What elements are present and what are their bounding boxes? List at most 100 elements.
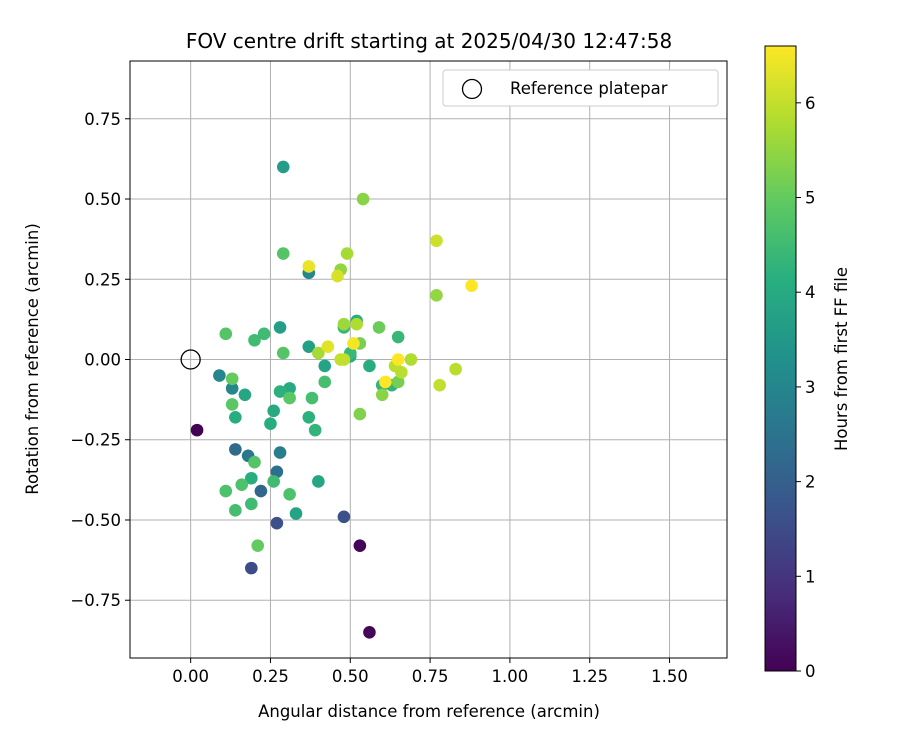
data-point bbox=[356, 192, 370, 206]
colorbar bbox=[764, 45, 797, 672]
legend-box bbox=[442, 69, 719, 107]
x-tick-label: 0.25 bbox=[252, 667, 289, 686]
data-point bbox=[302, 260, 316, 273]
data-point bbox=[363, 626, 376, 639]
data-point bbox=[270, 465, 284, 479]
data-point bbox=[267, 404, 280, 418]
x-tick-label: 0.50 bbox=[332, 667, 369, 686]
x-tick-label: 1.25 bbox=[571, 667, 608, 686]
data-point bbox=[404, 353, 418, 366]
y-tick-label: −0.50 bbox=[70, 511, 121, 530]
x-axis-label: Angular distance from reference (arcmin) bbox=[258, 702, 600, 721]
data-point bbox=[219, 327, 233, 341]
data-point bbox=[229, 410, 242, 424]
colorbar-label: Hours from first FF file bbox=[832, 267, 851, 451]
chart-title: FOV centre drift starting at 2025/04/30 … bbox=[186, 29, 672, 53]
reference-marker bbox=[180, 349, 201, 370]
reference-platepar-point bbox=[180, 349, 201, 370]
data-point bbox=[395, 366, 408, 379]
data-point bbox=[213, 369, 226, 382]
data-point bbox=[245, 561, 258, 575]
data-point bbox=[276, 247, 290, 260]
colorbar-tick-label: 0 bbox=[805, 662, 816, 681]
data-point bbox=[337, 353, 351, 366]
x-axis-ticks: 0.00 0.25 0.50 0.75 1.00 1.25 1.50 bbox=[172, 658, 688, 686]
y-axis-ticks: −0.75 −0.50 −0.25 0.00 0.25 0.50 0.75 bbox=[70, 110, 130, 610]
data-point bbox=[251, 539, 265, 552]
data-point bbox=[270, 516, 284, 530]
data-point bbox=[350, 317, 363, 331]
data-point bbox=[276, 346, 290, 360]
data-point bbox=[245, 471, 258, 485]
data-point bbox=[375, 388, 389, 402]
x-tick-label: 1.00 bbox=[492, 667, 529, 686]
data-point bbox=[219, 484, 233, 498]
data-point bbox=[465, 279, 478, 292]
data-point bbox=[267, 475, 280, 488]
scatter-points bbox=[190, 160, 478, 639]
data-point bbox=[312, 346, 325, 360]
data-point bbox=[391, 353, 405, 366]
y-axis-label: Rotation from reference (arcmin) bbox=[23, 223, 42, 495]
data-point bbox=[318, 375, 332, 389]
data-point bbox=[225, 372, 239, 386]
colorbar-tick-label: 4 bbox=[805, 283, 816, 302]
y-tick-label: 0.75 bbox=[84, 110, 121, 129]
data-point bbox=[430, 234, 443, 248]
data-point bbox=[430, 289, 443, 302]
data-point bbox=[248, 455, 261, 469]
data-point bbox=[289, 507, 303, 520]
data-point bbox=[308, 423, 322, 437]
data-point bbox=[312, 475, 325, 488]
data-point bbox=[273, 385, 287, 398]
data-point bbox=[449, 362, 462, 376]
colorbar-tick-label: 3 bbox=[805, 378, 816, 397]
data-point bbox=[340, 247, 354, 260]
data-point bbox=[225, 382, 239, 395]
data-point bbox=[273, 446, 287, 459]
y-tick-label: 0.25 bbox=[84, 270, 121, 289]
data-point bbox=[257, 327, 271, 341]
data-point bbox=[318, 359, 332, 373]
data-point bbox=[433, 378, 446, 392]
data-point bbox=[225, 398, 239, 411]
legend: Reference platepar bbox=[442, 69, 719, 107]
y-tick-label: −0.75 bbox=[70, 591, 121, 610]
colorbar-ticks: 0 1 2 3 4 5 6 bbox=[796, 94, 816, 681]
data-point bbox=[264, 417, 277, 430]
x-tick-label: 0.75 bbox=[412, 667, 449, 686]
y-tick-label: 0.00 bbox=[84, 351, 121, 370]
colorbar-tick-label: 6 bbox=[805, 94, 816, 113]
data-point bbox=[190, 423, 204, 437]
data-point bbox=[363, 359, 376, 373]
data-point bbox=[372, 321, 386, 334]
data-point bbox=[245, 497, 258, 511]
data-point bbox=[347, 337, 360, 350]
data-point bbox=[283, 382, 296, 395]
x-tick-label: 0.00 bbox=[172, 667, 209, 686]
data-point bbox=[229, 443, 242, 456]
data-point bbox=[391, 375, 405, 389]
data-point bbox=[238, 388, 252, 402]
y-tick-label: 0.50 bbox=[84, 190, 121, 209]
data-point bbox=[229, 504, 242, 517]
data-point bbox=[248, 333, 261, 347]
legend-marker-icon bbox=[461, 78, 483, 100]
data-point bbox=[337, 510, 351, 524]
data-point bbox=[302, 340, 316, 353]
data-point bbox=[353, 539, 367, 552]
colorbar-tick-label: 5 bbox=[805, 189, 816, 208]
data-point bbox=[302, 410, 316, 424]
x-tick-label: 1.50 bbox=[651, 667, 688, 686]
data-point bbox=[379, 375, 392, 389]
data-point bbox=[254, 484, 268, 498]
data-point bbox=[331, 269, 344, 283]
data-point bbox=[235, 478, 249, 491]
data-point bbox=[273, 321, 287, 334]
legend-label: Reference platepar bbox=[510, 79, 668, 98]
data-point bbox=[337, 317, 351, 331]
colorbar-tick-label: 2 bbox=[805, 473, 816, 492]
data-point bbox=[353, 407, 367, 421]
data-point bbox=[276, 160, 290, 174]
